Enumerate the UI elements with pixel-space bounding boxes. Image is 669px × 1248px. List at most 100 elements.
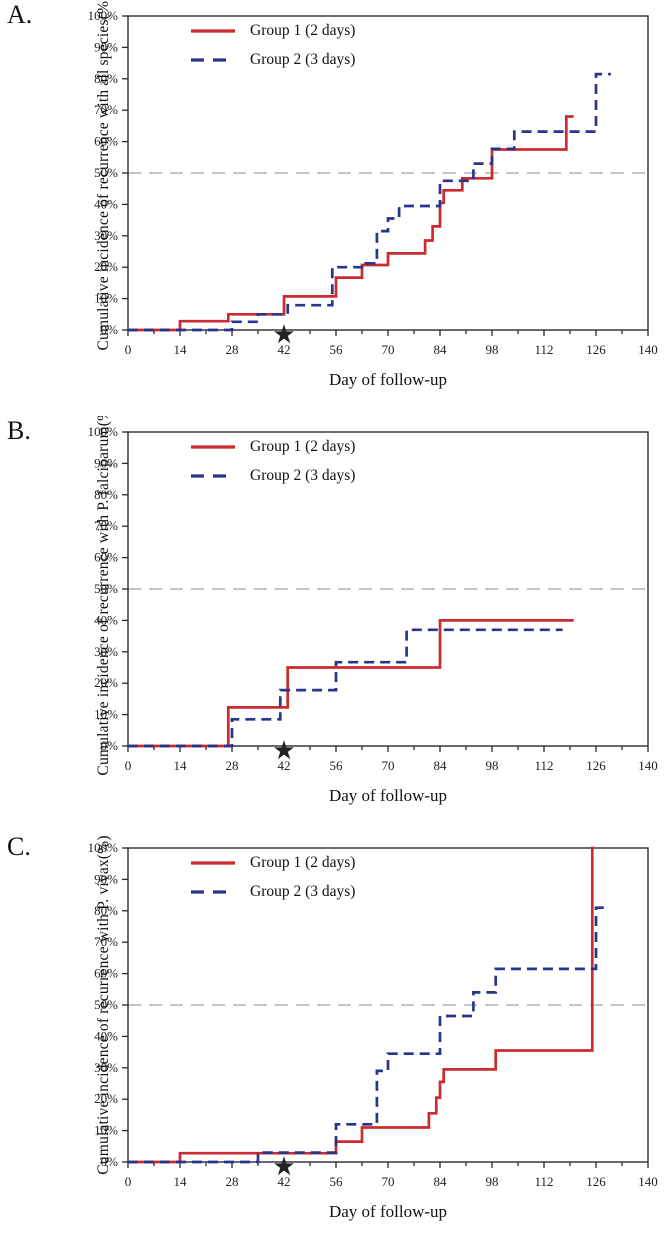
x-tick-label: 126 [586, 1174, 606, 1189]
y-tick-label: 20% [94, 1091, 118, 1106]
group1-curve [128, 619, 574, 748]
y-tick-label: 80% [94, 71, 118, 86]
legend-row-group1: Group 1 (2 days) [190, 16, 355, 45]
x-tick-label: 126 [586, 758, 606, 773]
legend-row-group2: Group 2 (3 days) [190, 877, 355, 906]
panel-a: A. 0% 10% 20% 30% 40% 50% 60% 70% 80% 90% 100% 0 14 2… [0, 0, 669, 416]
x-tick-label: 112 [534, 758, 553, 773]
y-tick-label: 100% [88, 840, 119, 855]
y-tick-label: 100% [88, 8, 119, 23]
legend-row-group2: Group 2 (3 days) [190, 461, 355, 490]
x-tick-label: 84 [434, 342, 448, 357]
group1-line-sample [190, 28, 236, 34]
group2-line-sample [190, 889, 236, 895]
y-tick-label: 20% [94, 259, 118, 274]
y-tick-label: 30% [94, 1060, 118, 1075]
panel-a-x-axis-label: Day of follow-up [328, 370, 448, 389]
x-tick-label: 70 [382, 758, 395, 773]
day42-star-marker: ★ [272, 736, 295, 765]
y-tick-label: 40% [94, 612, 118, 627]
panel-c-chart: 0% 10% 20% 30% 40% 50% 60% 70% 80% 90% 100% 0 14 28 42… [88, 840, 658, 1189]
legend-label-group2: Group 2 (3 days) [250, 882, 356, 900]
legend-label-group2: Group 2 (3 days) [250, 466, 356, 484]
x-tick-label: 84 [434, 1174, 448, 1189]
x-tick-label: 28 [226, 758, 239, 773]
group2-curve [128, 628, 563, 748]
x-tick-label: 28 [226, 1174, 239, 1189]
x-tick-label: 14 [174, 342, 188, 357]
panel-c: C. 0% 10% 20% 30% 40% 50% 60% 70% 80% 90% 100% 0 14 2… [0, 832, 669, 1248]
y-tick-label: 70% [94, 102, 118, 117]
panel-a-y-axis-label: Cumulative incidence of recurrence with … [95, 0, 112, 351]
group1-line-sample [190, 860, 236, 866]
panel-b-x-axis-label: Day of follow-up [328, 786, 448, 805]
y-tick-label: 60% [94, 966, 118, 981]
group2-line-sample [190, 57, 236, 63]
panel-a-letter: A. [7, 0, 33, 29]
x-tick-label: 98 [486, 758, 499, 773]
x-tick-label: 56 [330, 758, 344, 773]
y-tick-label: 100% [88, 424, 119, 439]
y-tick-label: 0% [101, 1154, 119, 1169]
panel-a-chart: 0% 10% 20% 30% 40% 50% 60% 70% 80% 90% 100% 0 14 28 42… [88, 8, 658, 357]
panel-c-letter: C. [7, 832, 31, 861]
panel-b-y-axis-label: Cumulative incidence of recurrence with … [95, 416, 112, 776]
group2-line-sample [190, 473, 236, 479]
x-tick-label: 42 [278, 342, 291, 357]
y-tick-label: 30% [94, 644, 118, 659]
legend-row-group1: Group 1 (2 days) [190, 432, 355, 461]
y-tick-label: 70% [94, 518, 118, 533]
x-tick-label: 0 [125, 342, 132, 357]
panel-c-x-axis-label: Day of follow-up [328, 1202, 448, 1221]
legend-label-group1: Group 1 (2 days) [250, 853, 356, 871]
x-tick-label: 28 [226, 342, 239, 357]
x-tick-label: 56 [330, 1174, 344, 1189]
x-tick-label: 98 [486, 342, 499, 357]
x-tick-label: 0 [125, 758, 132, 773]
x-tick-label: 14 [174, 758, 188, 773]
y-tick-label: 80% [94, 487, 118, 502]
x-tick-label: 70 [382, 1174, 395, 1189]
x-tick-label: 140 [638, 1174, 658, 1189]
y-tick-label: 90% [94, 871, 118, 886]
legend-row-group2: Group 2 (3 days) [190, 45, 355, 74]
y-tick-label: 30% [94, 228, 118, 243]
y-tick-label: 50% [94, 581, 118, 596]
group2-curve [128, 72, 611, 332]
y-tick-label: 10% [94, 707, 118, 722]
y-tick-label: 50% [94, 165, 118, 180]
x-tick-label: 112 [534, 342, 553, 357]
panel-b-legend: Group 1 (2 days) Group 2 (3 days) [190, 432, 355, 490]
x-tick-label: 140 [638, 758, 658, 773]
day42-star-marker: ★ [272, 320, 295, 349]
panel-c-legend: Group 1 (2 days) Group 2 (3 days) [190, 848, 355, 906]
panel-b: B. 0% 10% 20% 30% 40% 50% 60% 70% 80% 90% 100% 0 14 2… [0, 416, 669, 832]
y-tick-label: 70% [94, 934, 118, 949]
y-tick-label: 60% [94, 550, 118, 565]
y-tick-label: 0% [101, 738, 119, 753]
y-tick-label: 20% [94, 675, 118, 690]
x-tick-label: 126 [586, 342, 606, 357]
x-tick-label: 56 [330, 342, 344, 357]
y-tick-label: 60% [94, 134, 118, 149]
legend-row-group1: Group 1 (2 days) [190, 848, 355, 877]
y-tick-label: 90% [94, 39, 118, 54]
x-tick-label: 140 [638, 342, 658, 357]
y-tick-label: 90% [94, 455, 118, 470]
y-tick-label: 40% [94, 196, 118, 211]
group2-curve [128, 906, 608, 1164]
x-tick-label: 84 [434, 758, 448, 773]
panel-b-chart: 0% 10% 20% 30% 40% 50% 60% 70% 80% 90% 100% 0 14 28 42… [88, 424, 658, 773]
x-tick-label: 0 [125, 1174, 132, 1189]
panel-b-letter: B. [7, 416, 31, 445]
x-tick-label: 70 [382, 342, 395, 357]
legend-label-group1: Group 1 (2 days) [250, 437, 356, 455]
legend-label-group2: Group 2 (3 days) [250, 50, 356, 68]
x-tick-label: 14 [174, 1174, 188, 1189]
group1-curve [128, 115, 574, 332]
panel-a-legend: Group 1 (2 days) Group 2 (3 days) [190, 16, 355, 74]
x-tick-label: 42 [278, 1174, 291, 1189]
x-tick-label: 98 [486, 1174, 499, 1189]
x-tick-label: 42 [278, 758, 291, 773]
y-tick-label: 10% [94, 1123, 118, 1138]
